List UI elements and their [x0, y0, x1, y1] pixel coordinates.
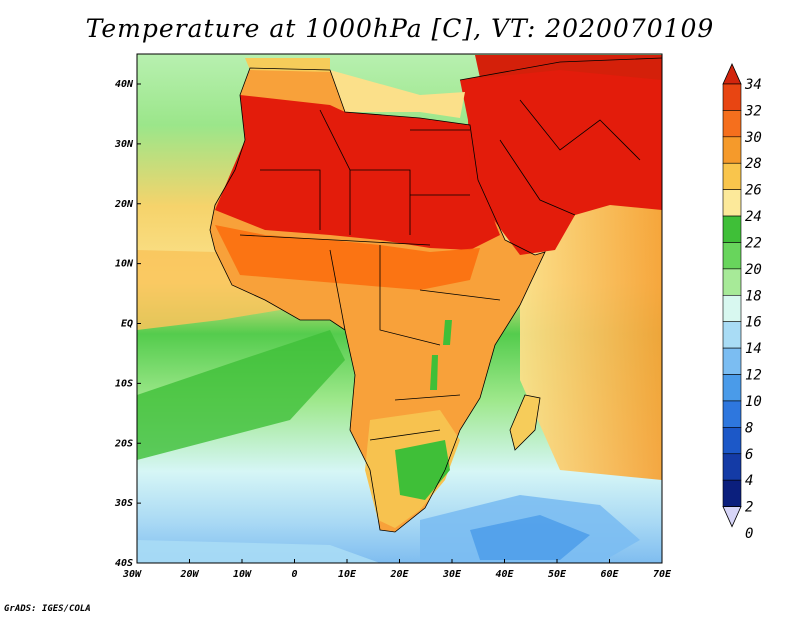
colorbar-label: 10 — [745, 394, 762, 410]
y-tick-label: 10S — [115, 378, 133, 389]
colorbar-label: 32 — [744, 103, 762, 119]
x-tick-label: 50E — [548, 569, 567, 580]
colorbar-label: 24 — [745, 209, 762, 225]
colorbar-label: 4 — [745, 473, 753, 489]
colorbar-segment — [722, 347, 742, 375]
colorbar-label: 30 — [744, 130, 762, 146]
x-tick-label: 30W — [122, 569, 142, 580]
y-tick-label: EQ — [121, 319, 133, 330]
x-axis: 30W 20W 10W 0 10E 20E 30E 40E 50E 60E 70E — [122, 559, 672, 580]
y-tick-label: 30N — [114, 139, 134, 150]
x-tick-label: 20E — [389, 569, 409, 580]
colorbar-segment — [722, 162, 742, 190]
colorbar-segment — [722, 294, 742, 323]
colorbar-label: 12 — [745, 368, 762, 384]
colorbar-segment — [722, 453, 742, 481]
colorbar-label: 28 — [745, 156, 762, 172]
colorbar-label: 34 — [744, 77, 762, 93]
x-tick-label: 10W — [233, 569, 252, 580]
colorbar-segment — [722, 321, 742, 349]
colorbar-label: 26 — [745, 183, 762, 199]
colorbar-segment — [722, 136, 742, 164]
colorbar-label: 18 — [745, 288, 762, 304]
colorbar-label: 14 — [745, 341, 762, 357]
colorbar-label: 2 — [745, 500, 753, 516]
y-tick-label: 40S — [115, 558, 133, 569]
colorbar-segment — [722, 268, 742, 296]
temperature-field — [137, 54, 662, 563]
colorbar-label: 8 — [745, 420, 753, 436]
y-axis: 40N 30N 20N 10N EQ 10S 20S 30S 40S — [114, 79, 141, 569]
y-tick-label: 30S — [114, 498, 133, 509]
colorbar-segment — [722, 189, 742, 217]
y-tick-label: 20S — [114, 438, 133, 449]
colorbar-segment — [722, 427, 742, 455]
colorbar-segment — [722, 479, 742, 507]
credit-text: GrADS: IGES/COLA — [4, 604, 91, 614]
y-tick-label: 20N — [114, 199, 134, 210]
colorbar-segment — [722, 400, 742, 428]
x-tick-label: 0 — [291, 569, 297, 580]
colorbar-label: 22 — [745, 235, 762, 251]
colorbar-segment — [722, 110, 742, 138]
colorbar-segment — [722, 215, 742, 243]
colorbar-segment — [722, 83, 742, 111]
colorbar-label: 0 — [745, 526, 753, 542]
y-tick-label: 40N — [115, 79, 134, 90]
map-title: Temperature at 1000hPa [C], VT: 20200701… — [85, 14, 715, 43]
colorbar-label: 20 — [745, 262, 762, 278]
colorbar-segment — [722, 374, 742, 402]
x-tick-label: 30E — [442, 569, 462, 580]
y-tick-label: 10N — [115, 259, 134, 270]
colorbar-top-arrow — [722, 63, 742, 85]
x-tick-label: 40E — [495, 569, 514, 580]
colorbar-label: 16 — [745, 315, 762, 331]
x-tick-label: 60E — [600, 569, 619, 580]
colorbar-bottom-arrow — [722, 506, 742, 528]
colorbar-label: 6 — [745, 447, 753, 463]
x-tick-label: 20W — [179, 569, 199, 580]
x-tick-label: 70E — [653, 569, 672, 580]
colorbar-segment — [722, 242, 742, 270]
x-tick-label: 10E — [338, 569, 357, 580]
